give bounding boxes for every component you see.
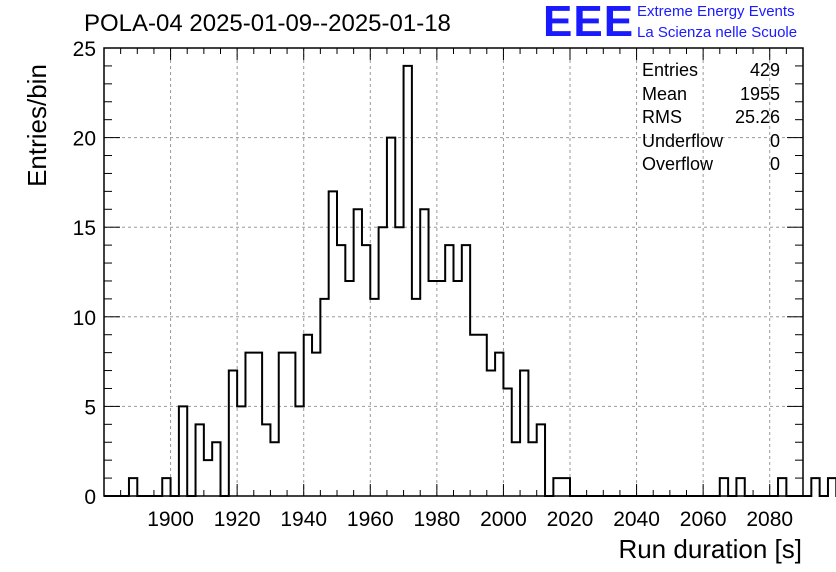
y-axis-label: Entries/bin — [21, 64, 52, 187]
x-tick-label: 2080 — [746, 508, 793, 531]
stat-row-mean: Mean 1955 — [642, 83, 780, 107]
y-tick-label: 15 — [73, 217, 96, 240]
stat-label: Mean — [642, 83, 688, 104]
x-tick-label: 2020 — [547, 508, 594, 531]
stat-row-rms: RMS 25.26 — [642, 106, 780, 130]
stat-row-underflow: Underflow 0 — [642, 130, 780, 154]
eee-logo: EEE — [543, 0, 635, 46]
x-tick-label: 1960 — [347, 508, 394, 531]
stat-value: 0 — [769, 130, 780, 151]
y-tick-label: 10 — [73, 307, 96, 330]
x-tick-label: 1940 — [280, 508, 327, 531]
x-tick-label: 2040 — [613, 508, 660, 531]
histogram-bars — [104, 64, 836, 497]
y-tick-label: 5 — [84, 396, 96, 419]
stat-label: Underflow — [642, 130, 724, 151]
chart-title: POLA-04 2025-01-09--2025-01-18 — [84, 10, 451, 37]
logo-line-1: Extreme Energy Events — [637, 3, 795, 20]
stat-value: 25.26 — [734, 107, 780, 127]
x-tick-label: 1900 — [147, 508, 194, 531]
stat-value: 1955 — [739, 83, 780, 104]
x-tick-label: 2060 — [680, 508, 727, 531]
stat-value: 0 — [769, 154, 780, 174]
stat-row-entries: Entries 429 — [642, 59, 780, 83]
y-tick-label: 25 — [73, 38, 96, 61]
x-tick-label: 1920 — [214, 508, 261, 531]
y-tick-label: 0 — [84, 486, 96, 509]
y-tick-label: 20 — [73, 128, 96, 151]
x-tick-label: 1980 — [413, 508, 460, 531]
stat-value: 429 — [749, 60, 780, 80]
x-tick-label: 2000 — [480, 508, 527, 531]
logo-line-2: La Scienza nelle Scuole — [637, 24, 798, 41]
stat-row-overflow: Overflow 0 — [642, 153, 780, 177]
stat-label: Entries — [642, 60, 699, 80]
stat-label: RMS — [642, 107, 682, 127]
stat-label: Overflow — [642, 154, 714, 174]
stats-box: Entries 429 Mean 1955 RMS 25.26 Underflo… — [642, 59, 780, 177]
x-axis-label: Run duration [s] — [618, 534, 802, 564]
